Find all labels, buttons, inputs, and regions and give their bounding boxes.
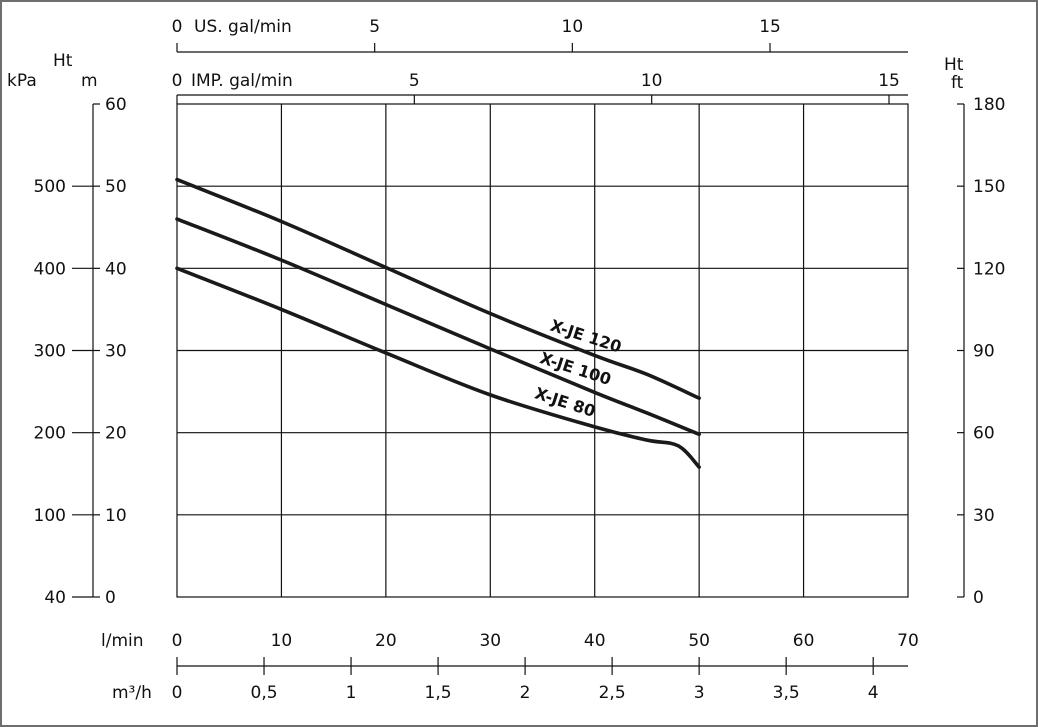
lmin-tick-label: 40 xyxy=(584,631,606,651)
axes-layer: Ht kPa m Ht ft US. gal/min IMP. gal/min … xyxy=(7,17,1005,703)
curve-x-je-120 xyxy=(175,177,701,400)
ft-tick-label: 120 xyxy=(973,259,1005,279)
right-ht-label: Ht xyxy=(944,55,964,75)
kpa-tick-label: 500 xyxy=(34,177,66,197)
lmin-tick-label: 0 xyxy=(172,631,183,651)
kpa-tick-label: 300 xyxy=(34,342,66,362)
curve-x-je-80 xyxy=(175,266,701,469)
m-tick-label: 60 xyxy=(105,95,127,115)
lmin-axis-label: l/min xyxy=(101,631,144,651)
lmin-tick-label: 60 xyxy=(793,631,815,651)
m-tick-label: 20 xyxy=(105,424,127,444)
ft-tick-label: 60 xyxy=(973,424,995,444)
m3h-tick-label: 2 xyxy=(520,683,531,703)
m3h-tick-label: 0,5 xyxy=(251,683,278,703)
ft-tick-label: 180 xyxy=(973,95,1005,115)
left-ht-label: Ht xyxy=(53,51,73,71)
lmin-tick-label: 50 xyxy=(688,631,710,651)
m-tick-label: 30 xyxy=(105,342,127,362)
m-tick-label: 40 xyxy=(105,259,127,279)
kpa-axis-label: kPa xyxy=(7,71,37,91)
ft-axis-label: ft xyxy=(951,73,964,93)
ft-tick-label: 0 xyxy=(973,588,984,608)
imp-gal-tick-label: 0 xyxy=(172,71,183,91)
m-tick-label: 10 xyxy=(105,506,127,526)
us-gal-tick-label: 10 xyxy=(562,17,584,37)
lmin-tick-label: 70 xyxy=(897,631,919,651)
ft-tick-label: 150 xyxy=(973,177,1005,197)
ft-tick-label: 30 xyxy=(973,506,995,526)
m-tick-label: 50 xyxy=(105,177,127,197)
m-tick-label: 0 xyxy=(105,588,116,608)
imp-gal-tick-label: 5 xyxy=(409,71,420,91)
curve-x-je-100 xyxy=(175,217,701,437)
m3h-tick-label: 3,5 xyxy=(773,683,800,703)
us-gal-tick-label: 5 xyxy=(369,17,380,37)
us-gal-tick-label: 0 xyxy=(172,17,183,37)
lmin-tick-label: 20 xyxy=(375,631,397,651)
m3h-tick-label: 2,5 xyxy=(599,683,626,703)
kpa-tick-label: 100 xyxy=(34,506,66,526)
kpa-tick-label: 200 xyxy=(34,424,66,444)
m3h-tick-label: 4 xyxy=(868,683,879,703)
m3h-tick-label: 1 xyxy=(346,683,357,703)
kpa-tick-label: 40 xyxy=(44,588,66,608)
ft-tick-label: 90 xyxy=(973,342,995,362)
us-gal-axis-label: US. gal/min xyxy=(194,17,292,37)
imp-gal-tick-label: 15 xyxy=(878,71,900,91)
kpa-tick-label: 400 xyxy=(34,259,66,279)
us-gal-tick-label: 15 xyxy=(759,17,781,37)
imp-gal-axis-label: IMP. gal/min xyxy=(191,71,293,91)
lmin-tick-label: 10 xyxy=(271,631,293,651)
imp-gal-tick-label: 10 xyxy=(641,71,663,91)
m3h-tick-label: 1,5 xyxy=(425,683,452,703)
m-axis-label: m xyxy=(81,71,98,91)
m3h-tick-label: 0 xyxy=(172,683,183,703)
m3h-axis-label: m³/h xyxy=(112,683,152,703)
m3h-tick-label: 3 xyxy=(694,683,705,703)
lmin-tick-label: 30 xyxy=(479,631,501,651)
